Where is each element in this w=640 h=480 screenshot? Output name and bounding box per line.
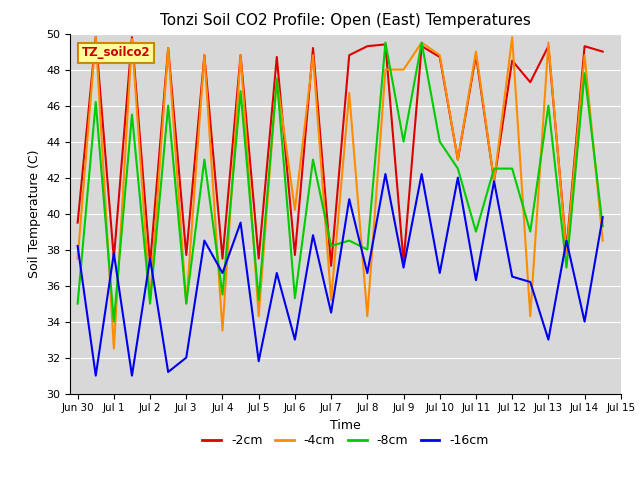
Title: Tonzi Soil CO2 Profile: Open (East) Temperatures: Tonzi Soil CO2 Profile: Open (East) Temp… bbox=[160, 13, 531, 28]
Y-axis label: Soil Temperature (C): Soil Temperature (C) bbox=[28, 149, 41, 278]
Legend: -2cm, -4cm, -8cm, -16cm: -2cm, -4cm, -8cm, -16cm bbox=[197, 429, 494, 452]
X-axis label: Time: Time bbox=[330, 419, 361, 432]
Text: TZ_soilco2: TZ_soilco2 bbox=[81, 46, 150, 59]
